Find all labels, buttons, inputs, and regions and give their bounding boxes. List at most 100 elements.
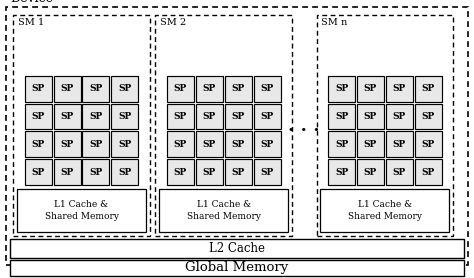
Bar: [82, 159, 109, 185]
Text: SP: SP: [364, 112, 377, 121]
Text: SP: SP: [261, 84, 273, 93]
Text: SP: SP: [32, 84, 45, 93]
Text: L1 Cache &
Shared Memory: L1 Cache & Shared Memory: [187, 200, 261, 221]
Bar: [225, 103, 252, 130]
Bar: [13, 15, 150, 236]
Bar: [196, 103, 223, 130]
Text: SP: SP: [61, 112, 73, 121]
Text: SP: SP: [90, 112, 102, 121]
Text: SP: SP: [32, 168, 45, 177]
Text: SP: SP: [32, 112, 45, 121]
Bar: [254, 159, 281, 185]
Bar: [25, 103, 52, 130]
Bar: [415, 103, 442, 130]
Text: SP: SP: [232, 84, 245, 93]
Text: SP: SP: [232, 168, 245, 177]
Bar: [254, 76, 281, 102]
Bar: [111, 103, 138, 130]
Text: L2 Cache: L2 Cache: [209, 242, 265, 255]
Bar: [386, 76, 413, 102]
Text: L1 Cache &
Shared Memory: L1 Cache & Shared Memory: [348, 200, 422, 221]
Bar: [386, 103, 413, 130]
Bar: [17, 189, 146, 232]
Bar: [415, 159, 442, 185]
Bar: [357, 103, 384, 130]
Bar: [25, 159, 52, 185]
Text: SP: SP: [335, 168, 348, 177]
Bar: [167, 131, 194, 157]
Bar: [82, 76, 109, 102]
Text: SP: SP: [118, 84, 131, 93]
Text: SP: SP: [203, 84, 216, 93]
Text: SP: SP: [393, 84, 406, 93]
Text: SP: SP: [261, 168, 273, 177]
Text: SP: SP: [422, 84, 435, 93]
Bar: [10, 239, 464, 258]
Bar: [159, 189, 288, 232]
Text: Device: Device: [10, 0, 54, 5]
Text: SP: SP: [393, 112, 406, 121]
Text: L1 Cache &
Shared Memory: L1 Cache & Shared Memory: [45, 200, 118, 221]
Text: SP: SP: [90, 140, 102, 149]
Bar: [155, 15, 292, 236]
Bar: [82, 131, 109, 157]
Bar: [54, 131, 81, 157]
Bar: [196, 159, 223, 185]
Bar: [25, 131, 52, 157]
Bar: [25, 76, 52, 102]
Text: SP: SP: [118, 168, 131, 177]
Bar: [167, 103, 194, 130]
Bar: [167, 159, 194, 185]
Bar: [328, 159, 355, 185]
Text: SP: SP: [335, 84, 348, 93]
Bar: [254, 131, 281, 157]
Bar: [357, 131, 384, 157]
Text: SP: SP: [261, 140, 273, 149]
Bar: [386, 131, 413, 157]
Text: SM n: SM n: [321, 18, 347, 27]
Bar: [386, 159, 413, 185]
Bar: [196, 76, 223, 102]
Text: SP: SP: [422, 140, 435, 149]
Bar: [196, 131, 223, 157]
Text: SM 1: SM 1: [18, 18, 44, 27]
Bar: [328, 131, 355, 157]
Bar: [111, 159, 138, 185]
Text: SP: SP: [32, 140, 45, 149]
Text: SP: SP: [118, 112, 131, 121]
Text: SP: SP: [61, 168, 73, 177]
Text: SP: SP: [61, 84, 73, 93]
Text: SP: SP: [364, 168, 377, 177]
Text: SP: SP: [203, 168, 216, 177]
Text: SP: SP: [90, 168, 102, 177]
Bar: [54, 76, 81, 102]
Bar: [10, 260, 464, 275]
Text: SP: SP: [118, 140, 131, 149]
Bar: [54, 159, 81, 185]
Bar: [225, 131, 252, 157]
Text: SP: SP: [90, 84, 102, 93]
Text: Global Memory: Global Memory: [185, 261, 289, 274]
Bar: [82, 103, 109, 130]
Bar: [111, 131, 138, 157]
Text: SP: SP: [61, 140, 73, 149]
Bar: [320, 189, 449, 232]
Text: SM 2: SM 2: [160, 18, 186, 27]
Text: SP: SP: [174, 84, 187, 93]
Text: SP: SP: [261, 112, 273, 121]
Bar: [415, 131, 442, 157]
Bar: [317, 15, 453, 236]
Text: SP: SP: [422, 112, 435, 121]
Text: . . .: . . .: [289, 116, 320, 135]
Bar: [167, 76, 194, 102]
Text: SP: SP: [174, 168, 187, 177]
Bar: [357, 159, 384, 185]
Bar: [254, 103, 281, 130]
Text: SP: SP: [174, 140, 187, 149]
Text: SP: SP: [232, 140, 245, 149]
Bar: [357, 76, 384, 102]
Bar: [328, 76, 355, 102]
Text: SP: SP: [174, 112, 187, 121]
Text: SP: SP: [364, 140, 377, 149]
Text: SP: SP: [422, 168, 435, 177]
